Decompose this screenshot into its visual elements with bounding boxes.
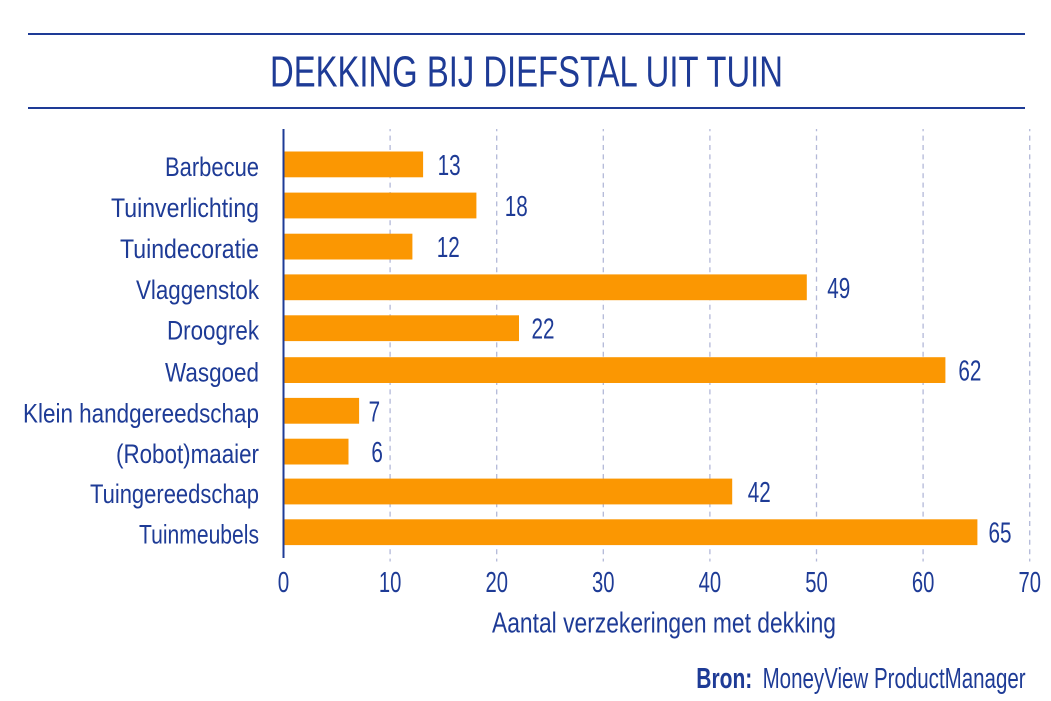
svg-text:13: 13: [438, 150, 461, 182]
svg-text:DEKKING BIJ DIEFSTAL UIT TUIN: DEKKING BIJ DIEFSTAL UIT TUIN: [270, 49, 783, 97]
svg-text:Bron:: Bron:: [696, 663, 752, 695]
svg-text:10: 10: [379, 567, 402, 599]
svg-text:60: 60: [912, 567, 935, 599]
svg-text:Tuinverlichting: Tuinverlichting: [111, 193, 259, 223]
svg-text:Vlaggenstok: Vlaggenstok: [136, 275, 259, 305]
svg-text:Aantal verzekeringen met dekki: Aantal verzekeringen met dekking: [492, 608, 836, 640]
svg-text:7: 7: [369, 396, 381, 428]
svg-text:Wasgoed: Wasgoed: [165, 358, 259, 388]
svg-text:22: 22: [532, 314, 555, 346]
svg-text:30: 30: [592, 567, 615, 599]
svg-text:6: 6: [371, 437, 383, 469]
svg-text:Tuinmeubels: Tuinmeubels: [139, 520, 259, 550]
svg-text:0: 0: [278, 567, 290, 599]
svg-text:50: 50: [805, 567, 828, 599]
svg-text:18: 18: [505, 191, 528, 223]
svg-text:12: 12: [437, 232, 460, 264]
svg-text:40: 40: [699, 567, 722, 599]
svg-text:Droogrek: Droogrek: [167, 316, 259, 346]
svg-text:Klein handgereedschap: Klein handgereedschap: [23, 398, 259, 428]
svg-text:Barbecue: Barbecue: [165, 152, 259, 182]
svg-text:20: 20: [485, 567, 508, 599]
svg-text:70: 70: [1018, 567, 1041, 599]
svg-text:65: 65: [989, 518, 1012, 550]
svg-text:62: 62: [958, 356, 981, 388]
svg-text:Tuingereedschap: Tuingereedschap: [90, 479, 259, 509]
svg-text:MoneyView ProductManager: MoneyView ProductManager: [763, 663, 1026, 695]
svg-text:42: 42: [748, 477, 771, 509]
svg-text:(Robot)maaier: (Robot)maaier: [116, 439, 259, 469]
svg-text:49: 49: [827, 273, 850, 305]
svg-text:Tuindecoratie: Tuindecoratie: [120, 234, 259, 264]
